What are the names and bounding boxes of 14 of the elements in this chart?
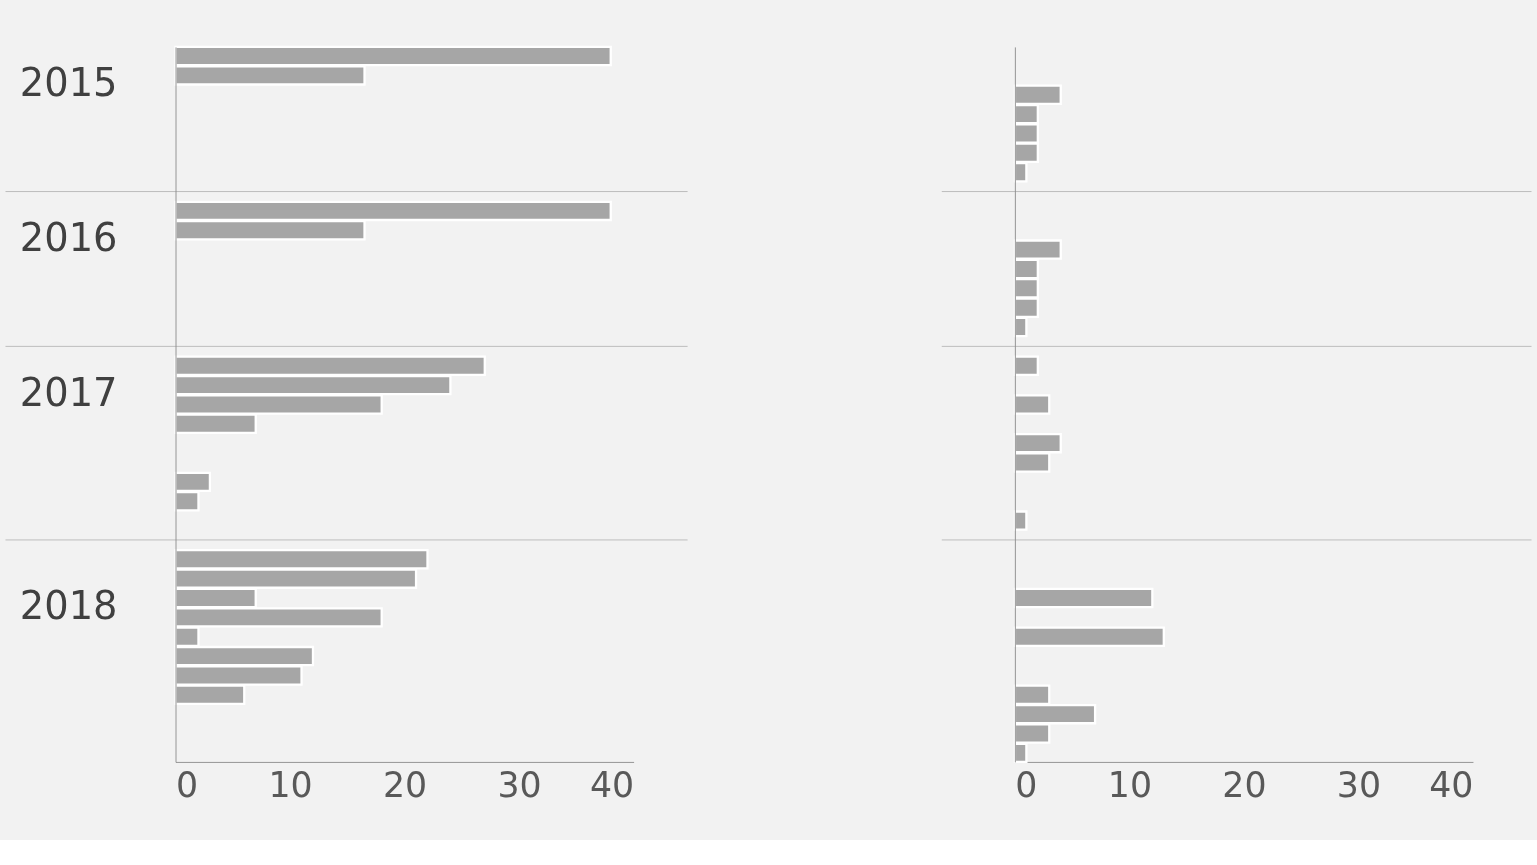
y-tick-label: 2015	[19, 60, 118, 106]
y-tick-label: 2017	[19, 370, 118, 416]
x-tick-label: 40	[1429, 765, 1474, 806]
x-tick-label: 30	[497, 765, 542, 806]
x-tick-label: 20	[382, 765, 428, 806]
x-tick-label: 0	[176, 765, 199, 806]
x-tick-label: 0	[1015, 765, 1038, 806]
x-tick-label: 30	[1336, 765, 1382, 806]
y-tick-label: 2016	[19, 215, 118, 261]
x-tick-label: 40	[589, 765, 635, 806]
x-tick-label: 10	[268, 765, 313, 806]
y-tick-label: 2018	[19, 583, 118, 629]
x-tick-label: 20	[1222, 765, 1267, 806]
x-tick-label: 10	[1107, 765, 1152, 806]
